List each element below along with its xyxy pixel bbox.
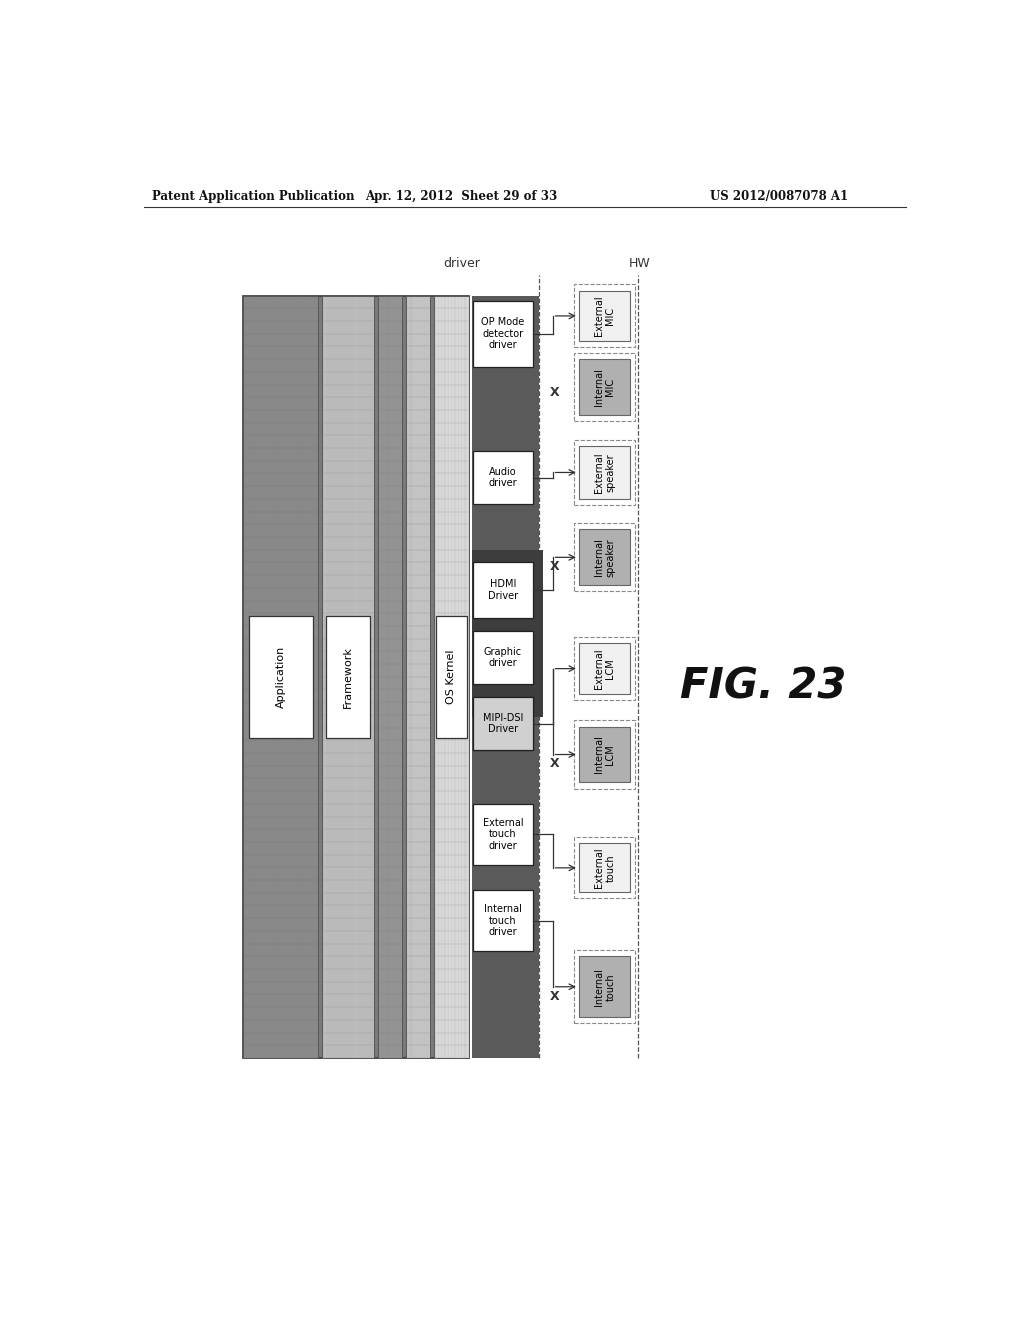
Bar <box>579 290 631 342</box>
Bar <box>574 837 635 899</box>
Text: US 2012/0087078 A1: US 2012/0087078 A1 <box>710 190 848 202</box>
Text: X: X <box>550 756 560 770</box>
Text: Internal
touch: Internal touch <box>594 968 615 1006</box>
Text: X: X <box>550 990 560 1003</box>
Text: HDMI
Driver: HDMI Driver <box>487 579 518 601</box>
Bar <box>473 631 532 684</box>
Bar <box>574 352 635 421</box>
Bar <box>378 296 401 1057</box>
Bar <box>574 523 635 591</box>
Text: X: X <box>550 385 560 399</box>
Text: Internal
LCM: Internal LCM <box>594 735 615 774</box>
Bar <box>243 296 469 1057</box>
Text: External
LCM: External LCM <box>594 648 615 689</box>
Bar <box>579 643 631 694</box>
Bar <box>249 615 312 738</box>
Text: Internal
MIC: Internal MIC <box>594 368 615 405</box>
Bar <box>574 284 635 347</box>
Bar <box>473 301 532 367</box>
Text: HW: HW <box>629 257 650 271</box>
Bar <box>574 721 635 788</box>
Bar <box>579 446 631 499</box>
Bar <box>473 631 532 684</box>
Text: FIG. 23: FIG. 23 <box>680 665 846 708</box>
Bar <box>579 956 631 1018</box>
Bar <box>433 296 469 1057</box>
Bar <box>574 638 635 700</box>
Text: Internal
speaker: Internal speaker <box>594 539 615 577</box>
Bar <box>473 697 532 750</box>
Text: Apr. 12, 2012  Sheet 29 of 33: Apr. 12, 2012 Sheet 29 of 33 <box>366 190 557 202</box>
Text: MIPI-DSI
Driver: MIPI-DSI Driver <box>482 713 523 734</box>
Text: Patent Application Publication: Patent Application Publication <box>152 190 354 202</box>
Bar <box>473 562 532 618</box>
Bar <box>473 804 532 865</box>
Bar <box>406 296 430 1057</box>
Text: External
speaker: External speaker <box>594 453 615 492</box>
Bar <box>579 726 631 783</box>
Text: External
touch: External touch <box>594 847 615 888</box>
Bar <box>574 440 635 506</box>
Text: X: X <box>550 561 560 573</box>
Bar <box>473 890 532 952</box>
Text: MIPI-DSI
Driver: MIPI-DSI Driver <box>482 713 523 734</box>
Bar <box>579 529 631 585</box>
Text: External
touch
driver: External touch driver <box>482 817 523 851</box>
Text: Audio
driver: Audio driver <box>488 467 517 488</box>
Bar <box>579 843 631 892</box>
Bar <box>472 296 539 1057</box>
Bar <box>243 296 318 1057</box>
Bar <box>473 697 532 750</box>
Text: OP Mode
detector
driver: OP Mode detector driver <box>481 317 524 350</box>
Text: Application: Application <box>275 645 286 708</box>
Text: Framework: Framework <box>343 645 353 708</box>
Bar <box>436 615 467 738</box>
Bar <box>574 950 635 1023</box>
Text: External
MIC: External MIC <box>594 296 615 337</box>
Bar <box>323 296 374 1057</box>
Text: Graphic
driver: Graphic driver <box>484 647 522 668</box>
Text: driver: driver <box>442 257 480 271</box>
Bar <box>473 451 532 504</box>
Text: HDMI
Driver: HDMI Driver <box>487 579 518 601</box>
Text: Graphic
driver: Graphic driver <box>484 647 522 668</box>
Text: Internal
touch
driver: Internal touch driver <box>484 904 522 937</box>
Bar <box>327 615 370 738</box>
Bar <box>472 549 543 718</box>
Bar <box>473 562 532 618</box>
Bar <box>579 359 631 414</box>
Text: OS Kernel: OS Kernel <box>446 649 457 704</box>
